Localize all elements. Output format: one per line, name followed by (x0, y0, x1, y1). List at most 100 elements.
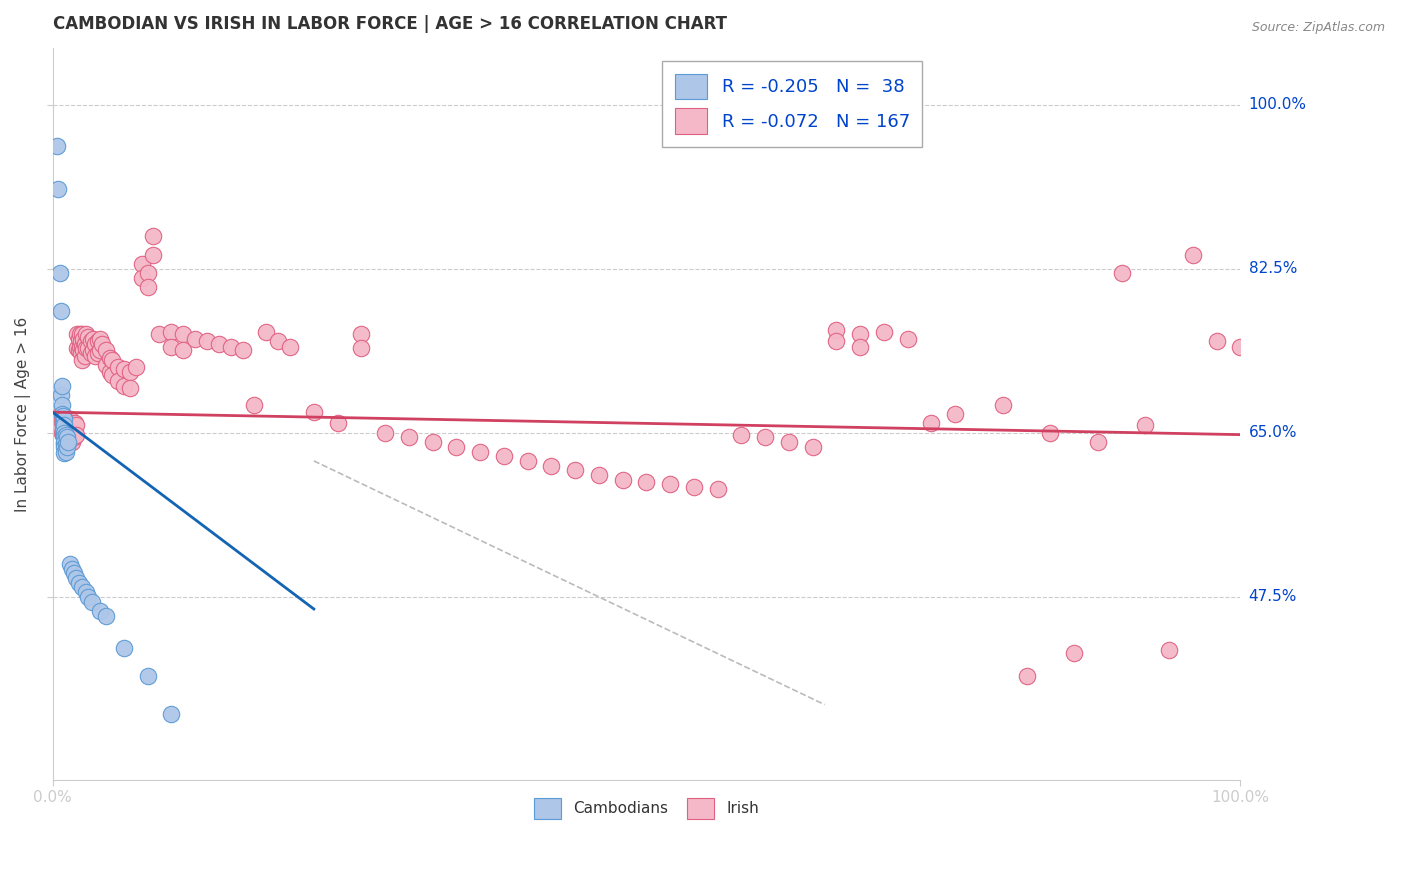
Point (82, 332, 104, 346)
Point (101, 352, 124, 367)
Point (51, 407, 73, 421)
Text: CAMBODIAN VS IRISH IN LABOR FORCE | AGE > 16 CORRELATION CHART: CAMBODIAN VS IRISH IN LABOR FORCE | AGE … (52, 15, 727, 33)
Point (77, 330, 100, 344)
Point (101, 368, 124, 382)
Point (278, 339, 301, 353)
Point (825, 323, 848, 337)
Point (131, 257, 153, 271)
Point (1039, 425, 1062, 440)
Point (754, 430, 776, 444)
Point (172, 327, 194, 342)
Point (59, 421, 82, 435)
Point (55, 430, 77, 444)
Point (98, 351, 121, 365)
Point (1135, 418, 1157, 433)
Point (59, 411, 82, 425)
Point (148, 327, 170, 342)
Point (86, 346, 108, 360)
Point (53, 437, 76, 451)
Point (52, 427, 75, 442)
Point (72, 332, 94, 346)
Point (73, 349, 96, 363)
Point (56, 435, 79, 450)
Point (69, 339, 91, 353)
Point (1015, 669, 1038, 683)
Point (659, 477, 682, 491)
Point (67, 575, 90, 590)
Point (60, 435, 83, 450)
Point (69, 327, 91, 342)
Point (58, 417, 80, 431)
Point (468, 444, 491, 458)
Point (55, 435, 77, 450)
Point (51, 379, 73, 393)
Point (706, 482, 728, 496)
Point (778, 435, 800, 450)
Point (65, 571, 87, 585)
Point (730, 427, 752, 442)
Point (53, 440, 76, 454)
Point (56, 427, 79, 442)
Point (70, 581, 93, 595)
Point (53, 430, 76, 444)
Point (612, 473, 634, 487)
Point (79, 346, 101, 360)
Point (588, 467, 610, 482)
Point (825, 334, 848, 348)
Point (79, 334, 101, 348)
Point (55, 427, 77, 442)
Point (84, 349, 107, 363)
Point (55, 417, 77, 431)
Point (59, 557, 82, 571)
Point (254, 325, 277, 339)
Point (58, 435, 80, 450)
Point (58, 425, 80, 440)
Legend: Cambodians, Irish: Cambodians, Irish (526, 790, 766, 827)
Point (1181, 248, 1204, 262)
Point (52, 421, 75, 435)
Point (55, 425, 77, 440)
Point (897, 332, 920, 346)
Point (124, 360, 146, 375)
Point (55, 430, 77, 444)
Point (53, 425, 76, 440)
Point (67, 343, 90, 358)
Point (136, 267, 159, 281)
Point (350, 327, 373, 342)
Point (46, 139, 69, 153)
Point (80, 594, 103, 608)
Point (75, 585, 97, 599)
Point (53, 427, 76, 442)
Point (184, 332, 207, 346)
Point (63, 421, 86, 435)
Point (136, 280, 159, 294)
Point (492, 449, 515, 463)
Point (56, 418, 79, 433)
Point (51, 425, 73, 440)
Point (70, 352, 93, 367)
Point (84, 336, 107, 351)
Point (232, 343, 254, 358)
Point (112, 641, 135, 656)
Point (75, 327, 97, 342)
Point (131, 271, 153, 285)
Point (564, 463, 586, 477)
Point (53, 411, 76, 425)
Point (73, 336, 96, 351)
Point (66, 342, 89, 356)
Y-axis label: In Labor Force | Age > 16: In Labor Force | Age > 16 (15, 317, 31, 512)
Point (350, 342, 373, 356)
Point (160, 325, 183, 339)
Point (60, 562, 83, 576)
Point (52, 417, 75, 431)
Point (398, 430, 420, 444)
Point (82, 343, 104, 358)
Text: Source: ZipAtlas.com: Source: ZipAtlas.com (1251, 21, 1385, 34)
Point (516, 454, 538, 468)
Point (991, 398, 1014, 412)
Point (53, 446, 76, 460)
Point (62, 418, 84, 433)
Point (94, 343, 117, 358)
Point (53, 418, 76, 433)
Point (75, 342, 97, 356)
